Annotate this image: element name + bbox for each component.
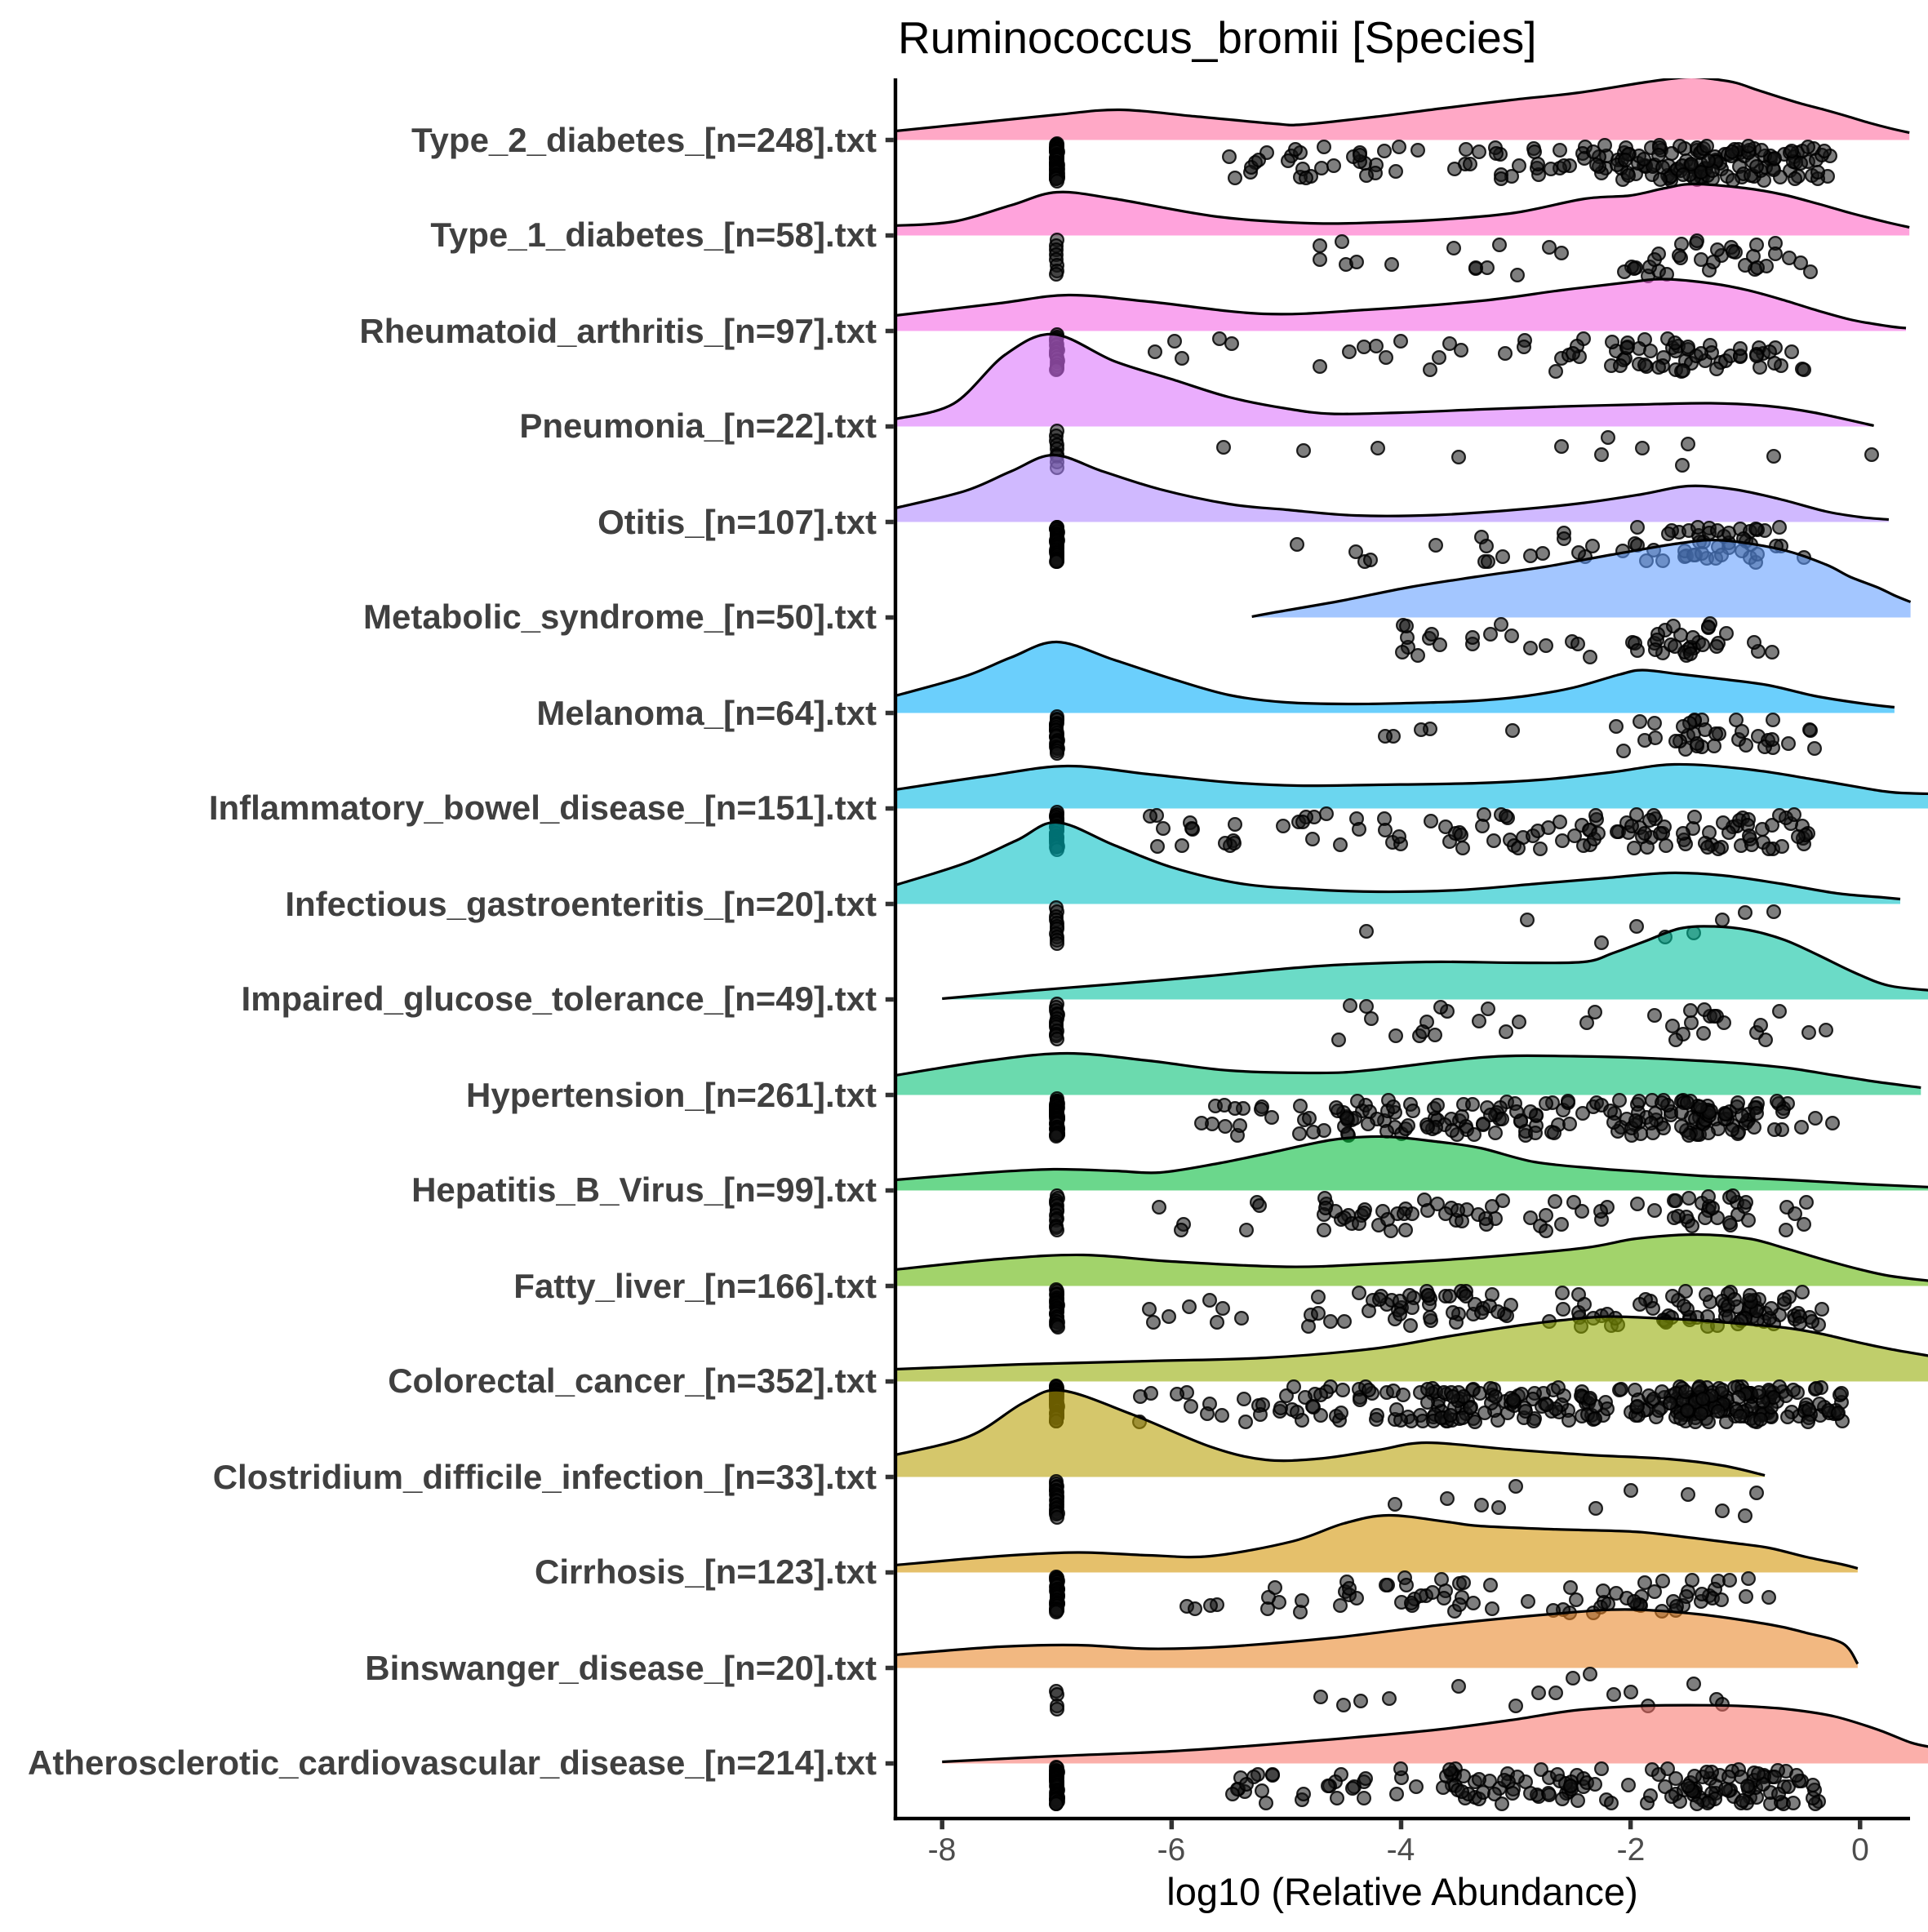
svg-text:Binswanger_disease_[n=20].txt: Binswanger_disease_[n=20].txt (365, 1649, 877, 1687)
svg-text:Impaired_glucose_tolerance_[n=: Impaired_glucose_tolerance_[n=49].txt (242, 979, 877, 1018)
svg-text:-2: -2 (1617, 1832, 1646, 1868)
svg-text:Hypertension_[n=261].txt: Hypertension_[n=261].txt (466, 1076, 877, 1114)
svg-text:Colorectal_cancer_[n=352].txt: Colorectal_cancer_[n=352].txt (388, 1361, 877, 1400)
svg-text:-4: -4 (1387, 1832, 1415, 1868)
svg-text:Otitis_[n=107].txt: Otitis_[n=107].txt (598, 503, 877, 541)
svg-text:log10 (Relative Abundance): log10 (Relative Abundance) (1166, 1870, 1637, 1913)
svg-text:-6: -6 (1157, 1832, 1186, 1868)
svg-text:-8: -8 (928, 1832, 957, 1868)
svg-text:Melanoma_[n=64].txt: Melanoma_[n=64].txt (536, 694, 877, 732)
svg-text:Atherosclerotic_cardiovascular: Atherosclerotic_cardiovascular_disease_[… (28, 1743, 877, 1782)
svg-text:Clostridium_difficile_infectio: Clostridium_difficile_infection_[n=33].t… (213, 1458, 877, 1496)
svg-text:Fatty_liver_[n=166].txt: Fatty_liver_[n=166].txt (513, 1267, 877, 1305)
svg-text:0: 0 (1851, 1832, 1869, 1868)
svg-text:Cirrhosis_[n=123].txt: Cirrhosis_[n=123].txt (535, 1552, 877, 1591)
svg-text:Ruminococcus_bromii [Species]: Ruminococcus_bromii [Species] (898, 12, 1537, 63)
svg-text:Type_2_diabetes_[n=248].txt: Type_2_diabetes_[n=248].txt (411, 121, 877, 159)
svg-text:Hepatitis_B_Virus_[n=99].txt: Hepatitis_B_Virus_[n=99].txt (411, 1170, 877, 1209)
svg-text:Type_1_diabetes_[n=58].txt: Type_1_diabetes_[n=58].txt (430, 215, 877, 254)
svg-text:Metabolic_syndrome_[n=50].txt: Metabolic_syndrome_[n=50].txt (363, 597, 877, 636)
svg-text:Inflammatory_bowel_disease_[n=: Inflammatory_bowel_disease_[n=151].txt (209, 788, 877, 827)
svg-text:Infectious_gastroenteritis_[n=: Infectious_gastroenteritis_[n=20].txt (285, 885, 877, 923)
svg-text:Pneumonia_[n=22].txt: Pneumonia_[n=22].txt (519, 406, 877, 445)
svg-text:Rheumatoid_arthritis_[n=97].tx: Rheumatoid_arthritis_[n=97].txt (359, 312, 877, 350)
